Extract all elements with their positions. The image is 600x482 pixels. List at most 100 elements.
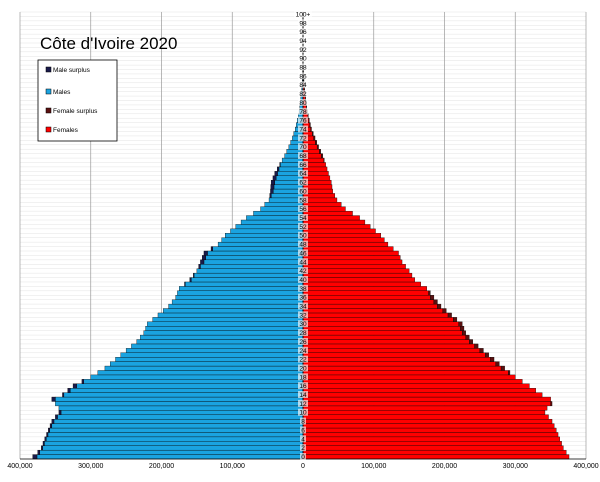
age-label-backdrop — [298, 178, 308, 186]
bar-females — [302, 396, 551, 402]
age-label: 8 — [301, 419, 305, 426]
age-label: 10 — [299, 410, 307, 417]
bar-males — [196, 268, 304, 274]
bar-female-surplus — [321, 153, 323, 159]
bar-males — [140, 334, 304, 340]
age-label: 66 — [299, 162, 307, 169]
age-label: 48 — [299, 242, 307, 249]
bar-males — [203, 259, 304, 265]
bar-male-surplus — [48, 427, 50, 433]
bar-females — [302, 357, 491, 362]
bar-female-surplus — [474, 343, 479, 349]
bar-male-surplus — [210, 246, 213, 252]
bar-males — [55, 401, 304, 407]
bars-layer — [20, 11, 586, 460]
legend-swatch-female-surplus — [45, 107, 52, 114]
age-label: 4 — [301, 436, 305, 443]
age-label-backdrop — [298, 28, 308, 36]
bar-males — [55, 396, 304, 402]
bar-female-surplus — [469, 339, 473, 345]
age-label: 32 — [299, 312, 307, 319]
bar-males — [225, 233, 304, 238]
bar-males — [39, 449, 304, 455]
bar-females — [302, 441, 562, 446]
bar-female-surplus — [550, 401, 553, 407]
bar-males — [143, 330, 304, 336]
bar-females — [302, 197, 338, 203]
x-axis-ticks: 400,000 300,000 200,000 100,000 0 100,000 200,… — [7, 463, 598, 470]
bar-females — [302, 370, 509, 376]
age-label: 98 — [299, 20, 307, 27]
age-label: 84 — [299, 82, 307, 89]
bar-males — [191, 277, 304, 283]
age-label: 34 — [299, 304, 307, 311]
x-tick-label: 300,000 — [78, 463, 103, 470]
legend-swatch-male-surplus — [45, 66, 52, 73]
bar-female-surplus — [315, 140, 317, 145]
bar-males — [200, 264, 304, 269]
age-label-backdrop — [298, 337, 308, 345]
age-label-backdrop — [298, 134, 308, 142]
age-label: 54 — [299, 215, 307, 222]
age-label-backdrop — [298, 284, 308, 292]
age-label: 38 — [299, 286, 307, 293]
bar-females — [302, 259, 403, 265]
age-label-backdrop — [298, 143, 308, 151]
bar-male-surplus — [198, 264, 201, 269]
bar-female-surplus — [485, 352, 489, 358]
bar-males — [157, 312, 304, 318]
bar-females — [302, 445, 564, 451]
legend-label-females: Females — [53, 127, 79, 134]
age-label: 96 — [299, 29, 307, 36]
bar-females — [302, 392, 543, 398]
bar-male-surplus — [269, 193, 272, 199]
bar-male-surplus — [51, 396, 56, 402]
bar-male-surplus — [200, 259, 205, 265]
age-label: 100+ — [296, 11, 311, 18]
bar-males — [145, 326, 304, 331]
x-tick-label: 400,000 — [7, 463, 32, 470]
age-label-backdrop — [294, 10, 312, 18]
age-label: 16 — [299, 383, 307, 390]
bar-females — [302, 250, 399, 256]
bar-females — [302, 401, 551, 407]
bar-male-surplus — [193, 272, 195, 278]
age-label: 36 — [299, 295, 307, 302]
bar-males — [193, 272, 304, 278]
x-tick-label: 300,000 — [503, 463, 528, 470]
bar-male-surplus — [184, 281, 186, 287]
age-label: 42 — [299, 268, 307, 275]
bar-females — [302, 410, 546, 415]
bar-females — [302, 295, 431, 300]
chart-title: Côte d'Ivoire 2020 — [40, 34, 177, 53]
bar-male-surplus — [41, 445, 43, 451]
age-label: 76 — [299, 118, 307, 125]
bar-male-surplus — [62, 392, 65, 398]
bar-males — [76, 383, 304, 389]
bar-females — [302, 268, 410, 274]
bar-male-surplus — [42, 441, 45, 446]
bar-males — [268, 197, 304, 203]
bar-females — [302, 246, 394, 252]
age-label-backdrop — [298, 187, 308, 195]
bar-females — [302, 414, 549, 420]
bar-female-surplus — [500, 365, 505, 371]
bar-females — [302, 388, 536, 393]
bar-female-surplus — [312, 131, 314, 137]
bar-males — [53, 418, 304, 424]
bar-males — [49, 427, 304, 433]
bar-females — [302, 423, 555, 429]
bar-male-surplus — [270, 188, 274, 194]
bar-female-surplus — [319, 149, 321, 154]
age-label: 82 — [299, 91, 307, 98]
bar-female-surplus — [433, 299, 438, 305]
age-label-backdrop — [300, 426, 306, 434]
age-label: 92 — [299, 47, 307, 54]
bar-males — [60, 410, 304, 415]
bar-male-surplus — [202, 255, 206, 261]
bar-males — [264, 202, 304, 207]
bar-males — [44, 441, 304, 446]
bar-females — [302, 303, 438, 309]
bar-males — [185, 281, 304, 287]
